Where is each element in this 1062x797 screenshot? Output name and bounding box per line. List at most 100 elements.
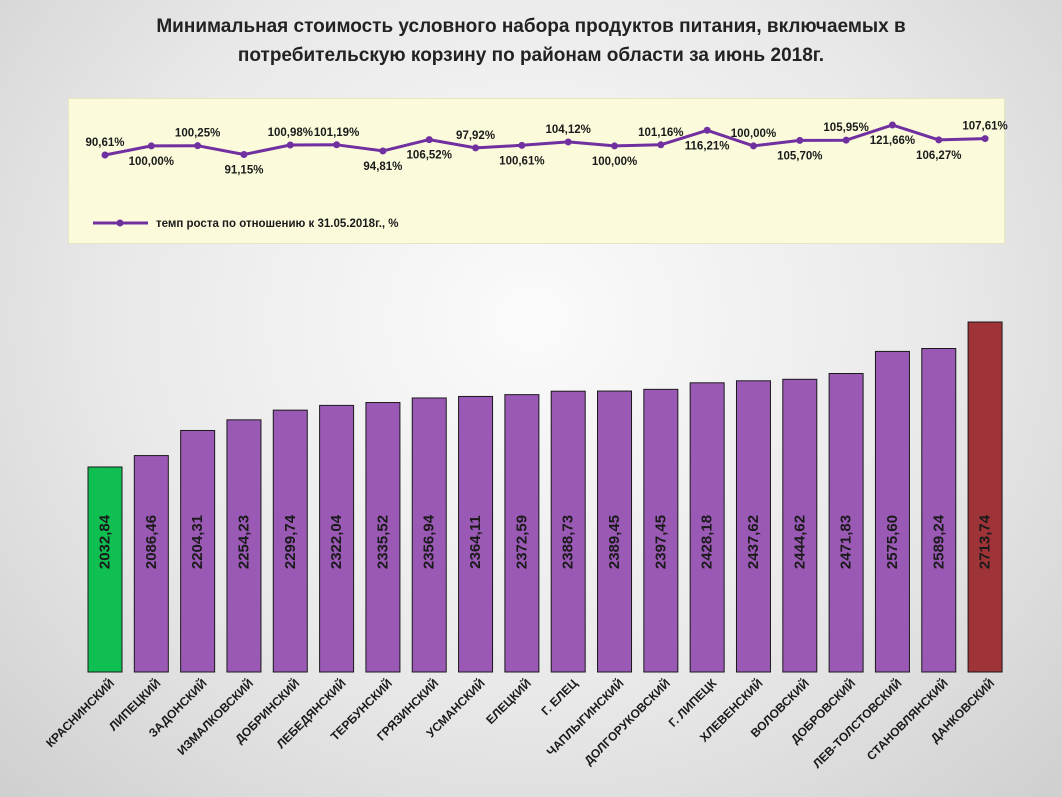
chart-title-line-1: Минимальная стоимость условного набора п… (156, 16, 906, 37)
chart-title-line-2: потребительскую корзину по районам облас… (237, 45, 825, 66)
growth-label: 121,66% (870, 135, 915, 147)
growth-label: 105,95% (823, 122, 868, 134)
bar (597, 390, 633, 673)
growth-label: 100,00% (592, 156, 637, 168)
bar-value-label: 2356,94 (421, 514, 438, 569)
bar (226, 419, 262, 673)
growth-label: 100,00% (129, 156, 174, 168)
bar-value-label: 2388,73 (560, 515, 577, 569)
bar (967, 321, 1003, 673)
bar (828, 373, 864, 673)
bar (87, 466, 123, 673)
bar-value-label: 2471,83 (838, 515, 855, 569)
growth-label: 106,27% (916, 150, 961, 162)
growth-label: 101,16% (638, 127, 683, 139)
bar-value-label: 2086,46 (143, 515, 160, 569)
growth-label: 106,52% (407, 150, 452, 162)
growth-point (657, 141, 665, 149)
chart-title: Минимальная стоимость условного набора п… (0, 12, 1062, 70)
bar-value-label: 2299,74 (282, 514, 299, 569)
bar-value-label: 2444,62 (791, 515, 808, 569)
bar-value-label: 2364,11 (467, 515, 484, 568)
bar (782, 378, 818, 673)
growth-point (147, 142, 155, 150)
growth-point (379, 147, 387, 155)
category-label: ЕЛЕЦКИЙ (483, 676, 534, 727)
growth-point (286, 141, 294, 149)
bar (180, 429, 216, 673)
growth-label: 100,00% (731, 128, 776, 140)
bar (365, 402, 401, 673)
bar-value-label: 2589,24 (930, 514, 947, 569)
growth-label: 116,21% (685, 140, 730, 152)
bar-value-label: 2372,59 (513, 515, 530, 569)
category-label: ЛЕВ-ТОЛСТОВСКИЙ (809, 676, 904, 771)
growth-point (518, 141, 526, 149)
growth-point (564, 138, 572, 146)
legend: темп роста по отношению к 31.05.2018г., … (93, 218, 399, 230)
growth-label: 104,12% (545, 124, 590, 136)
growth-label: 91,15% (224, 164, 263, 176)
category-label: ДОЛГОРУКОВСКИЙ (581, 676, 673, 768)
bar (689, 382, 725, 673)
bar-value-label: 2032,84 (97, 514, 114, 569)
bar (735, 380, 771, 673)
bar (272, 409, 308, 673)
bar-value-label: 2322,04 (328, 514, 345, 569)
bar-value-label: 2335,52 (374, 515, 391, 569)
bar (458, 395, 494, 673)
growth-point (240, 150, 248, 158)
growth-line (104, 123, 986, 157)
category-label: ЧАПЛЫГИНСКИЙ (543, 676, 626, 759)
growth-point (333, 141, 341, 149)
growth-point (888, 121, 896, 129)
growth-label: 107,61% (962, 121, 1007, 133)
cost-bar-chart: 2032,84 2086,46 2204,31 2254,23 2299,74 2322,… (87, 321, 1003, 673)
growth-point (425, 136, 433, 144)
growth-point (842, 136, 850, 144)
category-axis: КРАСНИНСКИЙЛИПЕЦКИЙЗАДОНСКИЙИЗМАЛКОВСКИЙ… (43, 676, 998, 771)
category-label: СТАНОВЛЯНСКИЙ (863, 676, 951, 764)
bar (411, 397, 447, 673)
bar (504, 394, 540, 673)
bar-value-label: 2437,62 (745, 515, 762, 569)
legend-label: темп роста по отношению к 31.05.2018г., … (156, 218, 399, 230)
growth-point (749, 142, 757, 150)
growth-label: 105,70% (777, 150, 822, 162)
bar (874, 350, 910, 673)
growth-point (472, 144, 480, 152)
growth-point (611, 142, 619, 150)
growth-point (981, 135, 989, 143)
bar-value-label: 2397,45 (652, 515, 669, 569)
growth-label: 100,98% (268, 127, 313, 139)
category-label: Г. ЕЛЕЦ (538, 676, 580, 718)
growth-point (935, 136, 943, 144)
growth-line-chart: 90,61% 100,00% 100,25% 91,15% 100,98% 101,19%… (85, 121, 1007, 177)
growth-point (101, 151, 109, 159)
growth-point (194, 142, 202, 150)
bar-value-label: 2204,31 (189, 515, 206, 569)
growth-label: 94,81% (363, 161, 402, 173)
growth-label: 90,61% (85, 137, 124, 149)
growth-label: 101,19% (314, 127, 359, 139)
legend-marker (116, 219, 124, 227)
growth-label: 100,25% (175, 128, 220, 140)
bar (921, 348, 957, 673)
category-label: ИЗМАЛКОВСКИЙ (174, 676, 256, 758)
growth-rate-panel (68, 98, 1005, 244)
bar (643, 388, 679, 673)
bar (550, 390, 586, 673)
category-label: КРАСНИНСКИЙ (43, 676, 118, 751)
bar-value-label: 2713,74 (977, 514, 994, 569)
bar (319, 404, 355, 673)
bar-value-label: 2428,18 (699, 515, 716, 569)
bar-value-label: 2254,23 (235, 515, 252, 569)
growth-label: 100,61% (499, 155, 544, 167)
growth-point (796, 136, 804, 144)
bar-value-label: 2575,60 (884, 515, 901, 569)
growth-point (703, 126, 711, 134)
bar (133, 455, 169, 673)
growth-label: 97,92% (456, 130, 495, 142)
bar-value-label: 2389,45 (606, 515, 623, 569)
